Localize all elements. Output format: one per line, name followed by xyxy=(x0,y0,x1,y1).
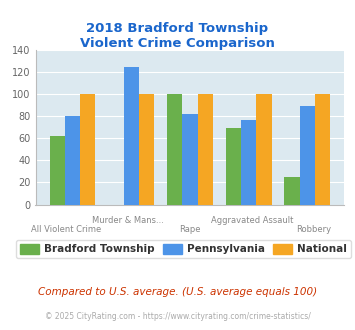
Bar xyxy=(50,136,65,205)
Bar xyxy=(198,94,213,205)
Bar xyxy=(300,106,315,205)
Text: Aggravated Assault: Aggravated Assault xyxy=(211,216,293,225)
Bar xyxy=(182,114,198,205)
Bar xyxy=(80,94,95,205)
Text: 2018 Bradford Township
Violent Crime Comparison: 2018 Bradford Township Violent Crime Com… xyxy=(80,22,275,50)
Bar xyxy=(256,94,272,205)
Bar xyxy=(315,94,330,205)
Text: All Violent Crime: All Violent Crime xyxy=(31,225,102,234)
Text: Compared to U.S. average. (U.S. average equals 100): Compared to U.S. average. (U.S. average … xyxy=(38,287,317,297)
Legend: Bradford Township, Pennsylvania, National: Bradford Township, Pennsylvania, Nationa… xyxy=(16,240,351,258)
Bar xyxy=(124,67,139,205)
Bar xyxy=(226,128,241,205)
Text: Murder & Mans...: Murder & Mans... xyxy=(92,216,164,225)
Bar xyxy=(139,94,154,205)
Text: © 2025 CityRating.com - https://www.cityrating.com/crime-statistics/: © 2025 CityRating.com - https://www.city… xyxy=(45,312,310,321)
Text: Robbery: Robbery xyxy=(296,225,331,234)
Bar xyxy=(65,116,80,205)
Bar xyxy=(284,177,300,205)
Bar xyxy=(167,94,182,205)
Bar xyxy=(241,120,256,205)
Text: Rape: Rape xyxy=(179,225,201,234)
